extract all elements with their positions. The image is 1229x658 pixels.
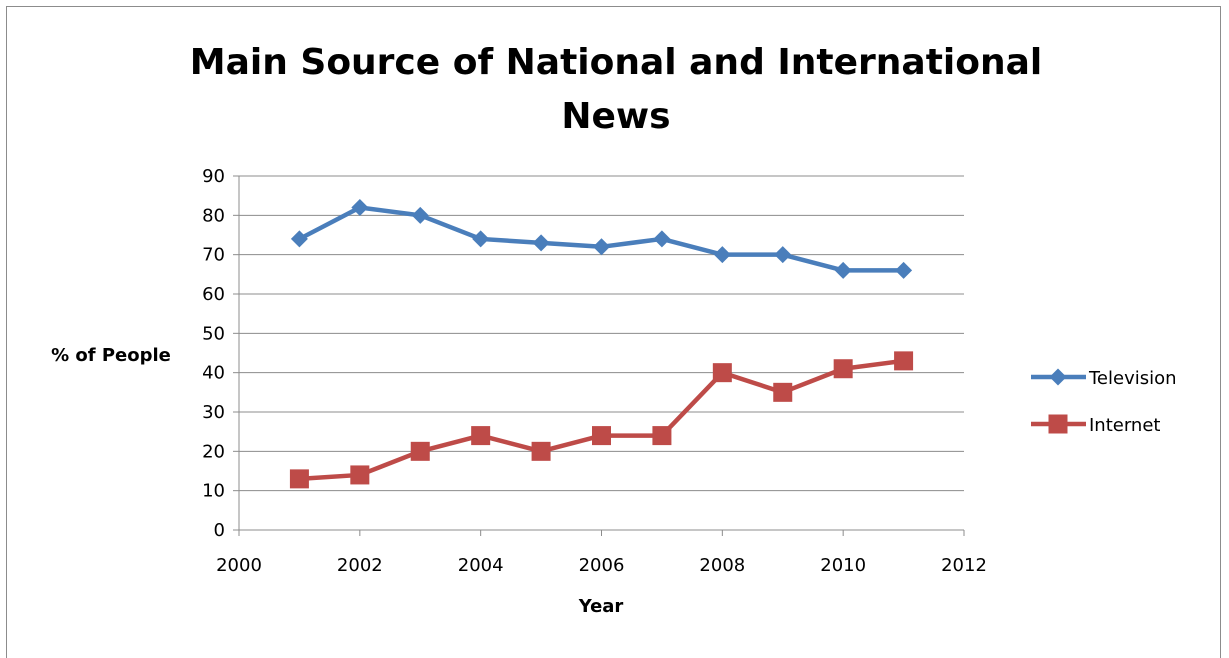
x-tick-label-2012: 2012 bbox=[941, 555, 987, 576]
y-tick-label-10: 10 bbox=[202, 481, 225, 502]
data-point-internet-2010 bbox=[833, 359, 853, 379]
legend-item-television: Television bbox=[1031, 368, 1177, 389]
data-point-television-2011 bbox=[895, 261, 913, 279]
x-tick-label-2008: 2008 bbox=[699, 555, 745, 576]
data-point-television-2003 bbox=[411, 206, 429, 224]
x-axis-ticks: 2000 2002 2004 2006 2008 2010 2012 bbox=[216, 530, 987, 576]
y-axis-ticks: 0 10 20 30 40 50 60 70 80 90 bbox=[202, 166, 239, 541]
y-axis-title: % of People bbox=[51, 345, 171, 366]
y-tick-label-40: 40 bbox=[202, 363, 225, 384]
data-point-television-2004 bbox=[472, 230, 490, 248]
data-point-internet-2003 bbox=[410, 441, 430, 461]
legend-marker-internet bbox=[1048, 414, 1068, 434]
x-axis-title: Year bbox=[578, 596, 624, 617]
legend-item-internet: Internet bbox=[1031, 414, 1160, 436]
data-point-television-2007 bbox=[653, 230, 671, 248]
data-point-television-2006 bbox=[593, 238, 610, 256]
y-tick-label-50: 50 bbox=[202, 323, 225, 344]
y-tick-label-0: 0 bbox=[214, 520, 225, 541]
legend: Television Internet bbox=[1031, 368, 1177, 436]
data-point-internet-2008 bbox=[712, 363, 732, 383]
data-point-television-2008 bbox=[713, 246, 731, 264]
x-tick-label-2010: 2010 bbox=[820, 555, 866, 576]
data-point-internet-2009 bbox=[773, 382, 793, 402]
data-point-television-2002 bbox=[351, 198, 369, 216]
data-series bbox=[289, 198, 914, 489]
data-point-internet-2005 bbox=[531, 441, 551, 461]
data-point-internet-2011 bbox=[894, 351, 914, 371]
chart-title: Main Source of National and Internationa… bbox=[190, 42, 1042, 137]
x-tick-label-2000: 2000 bbox=[216, 555, 262, 576]
y-tick-label-60: 60 bbox=[202, 284, 225, 305]
data-point-internet-2001 bbox=[289, 469, 309, 489]
data-point-television-2005 bbox=[532, 234, 550, 252]
chart-title-line-2: News bbox=[561, 96, 670, 137]
data-point-internet-2004 bbox=[471, 426, 491, 446]
chart-title-line-1: Main Source of National and Internationa… bbox=[190, 42, 1042, 83]
legend-label-television: Television bbox=[1088, 368, 1177, 389]
y-tick-label-90: 90 bbox=[202, 166, 225, 187]
chart-frame bbox=[6, 6, 1221, 658]
x-tick-label-2002: 2002 bbox=[337, 555, 383, 576]
data-point-television-2001 bbox=[290, 230, 308, 248]
series-internet bbox=[289, 351, 914, 489]
y-tick-label-70: 70 bbox=[202, 245, 225, 266]
y-tick-label-30: 30 bbox=[202, 402, 225, 423]
data-point-internet-2007 bbox=[652, 426, 672, 446]
x-tick-label-2006: 2006 bbox=[579, 555, 625, 576]
data-point-television-2009 bbox=[774, 246, 792, 264]
legend-marker-television bbox=[1049, 368, 1067, 386]
legend-label-internet: Internet bbox=[1089, 415, 1160, 436]
y-tick-label-20: 20 bbox=[202, 441, 225, 462]
series-line-internet bbox=[297, 358, 906, 482]
data-point-internet-2006 bbox=[592, 426, 611, 446]
series-television bbox=[290, 198, 913, 279]
data-point-internet-2002 bbox=[350, 465, 370, 485]
data-point-television-2010 bbox=[834, 261, 852, 279]
y-tick-label-80: 80 bbox=[202, 205, 225, 226]
x-tick-label-2004: 2004 bbox=[458, 555, 504, 576]
